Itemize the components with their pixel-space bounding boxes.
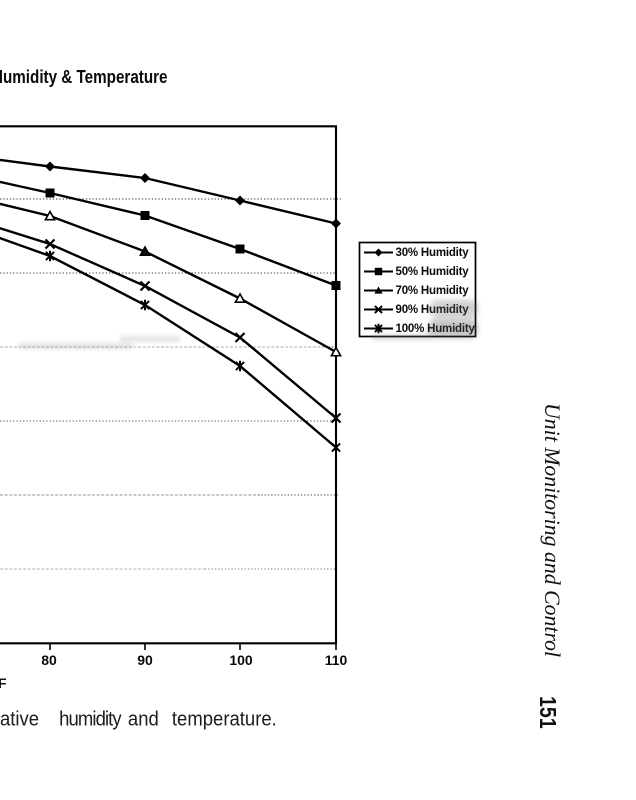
svg-text:100: 100 xyxy=(229,652,253,668)
svg-text:50% Humidity: 50% Humidity xyxy=(396,266,470,278)
svg-text:30% Humidity: 30% Humidity xyxy=(396,247,470,259)
svg-text:110: 110 xyxy=(325,652,348,668)
svg-text:100% Humidity: 100% Humidity xyxy=(396,323,476,335)
svg-text:70% Humidity: 70% Humidity xyxy=(396,285,470,297)
svg-text:90: 90 xyxy=(137,652,153,668)
svg-text:90% Humidity: 90% Humidity xyxy=(396,304,470,316)
svg-text:80: 80 xyxy=(41,652,57,668)
